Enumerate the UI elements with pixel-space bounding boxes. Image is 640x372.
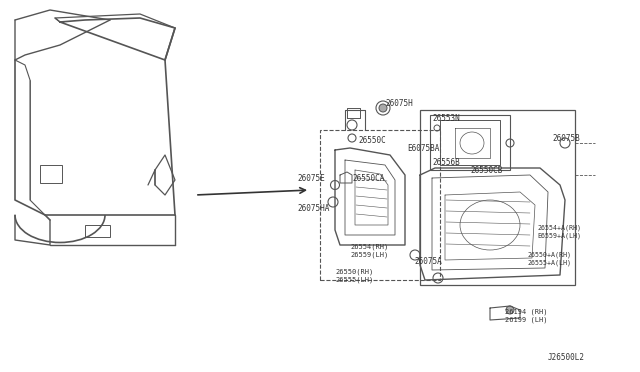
Text: 26550(RH): 26550(RH) [335,269,373,275]
Text: 26550+A(RH): 26550+A(RH) [527,252,571,258]
Text: 26554+A(RH): 26554+A(RH) [537,225,581,231]
Text: 26075B: 26075B [552,134,580,142]
Bar [320,130,440,280]
Bar [420,110,575,285]
Bar [40,165,62,183]
Circle shape [379,104,387,112]
Text: E6075BA: E6075BA [407,144,440,153]
Text: 26550CB: 26550CB [470,166,502,174]
Text: 26194 (RH): 26194 (RH) [505,309,547,315]
Text: 26554(RH): 26554(RH) [350,244,388,250]
Text: 26555(LH): 26555(LH) [335,277,373,283]
Text: 26553N: 26553N [432,113,460,122]
Text: 26075HA: 26075HA [297,203,330,212]
Text: 26550CA: 26550CA [352,173,385,183]
Text: 26559(LH): 26559(LH) [350,252,388,258]
Text: 26556B: 26556B [432,157,460,167]
Text: 26075E: 26075E [297,173,324,183]
Bar [85,225,110,237]
Text: 26075A: 26075A [414,257,442,266]
Text: 26555+A(LH): 26555+A(LH) [527,260,571,266]
Text: E6559+A(LH): E6559+A(LH) [537,233,581,239]
Bar [430,115,510,170]
Text: 26075H: 26075H [385,99,413,108]
Text: 26550C: 26550C [358,135,386,144]
Text: J26500L2: J26500L2 [548,353,585,362]
Circle shape [506,306,514,314]
Text: 26199 (LH): 26199 (LH) [505,317,547,323]
